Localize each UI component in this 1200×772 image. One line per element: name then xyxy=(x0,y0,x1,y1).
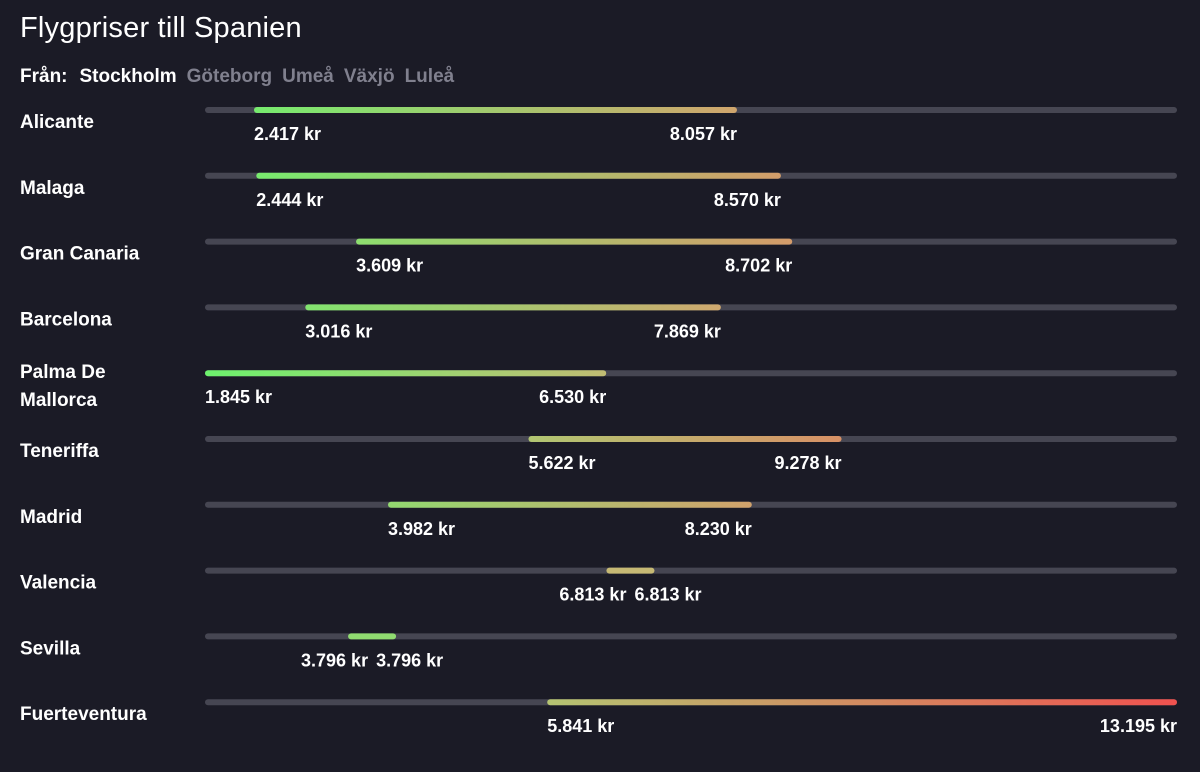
row-1: Malaga 2.444 kr 8.570 kr xyxy=(20,172,1177,210)
row-0: Alicante 2.417 kr 8.057 kr xyxy=(20,107,1177,144)
row-6: Madrid 3.982 kr 8.230 kr xyxy=(20,501,1177,539)
destination-label: Alicante xyxy=(20,112,94,133)
destination-label: Sevilla xyxy=(20,638,81,659)
max-price-label: 8.057 kr xyxy=(670,124,737,144)
destination-label-line: Alicante xyxy=(20,112,94,133)
destination-label: Valencia xyxy=(20,573,96,594)
max-price-label: 8.230 kr xyxy=(685,519,752,539)
origin-selector: Från: Stockholm Göteborg Umeå Växjö Lule… xyxy=(20,66,464,88)
min-price-label: 3.609 kr xyxy=(356,256,423,276)
destination-label-line: Palma De xyxy=(20,362,106,383)
origin-option-stockholm[interactable]: Stockholm xyxy=(79,66,177,87)
max-price-label: 6.813 kr xyxy=(634,585,701,605)
page-title: Flygpriser till Spanien xyxy=(20,12,302,44)
destination-label: Madrid xyxy=(20,507,82,528)
origin-option-umea[interactable]: Umeå xyxy=(282,66,334,87)
destination-label: Barcelona xyxy=(20,309,112,330)
row-2: Gran Canaria 3.609 kr 8.702 kr xyxy=(20,238,1177,276)
min-price-label: 3.796 kr xyxy=(301,650,368,670)
from-label: Från: xyxy=(20,66,68,87)
destination-label-line: Teneriffa xyxy=(20,441,99,462)
max-price-label: 8.570 kr xyxy=(714,190,781,210)
min-price-label: 1.845 kr xyxy=(205,387,272,407)
destination-label-line: Mallorca xyxy=(20,390,98,411)
origin-option-lulea[interactable]: Luleå xyxy=(404,66,455,87)
destination-label-line: Barcelona xyxy=(20,309,112,330)
origin-option-goteborg[interactable]: Göteborg xyxy=(186,66,273,87)
max-price-label: 9.278 kr xyxy=(774,453,841,473)
row-5: Teneriffa 5.622 kr 9.278 kr xyxy=(20,436,1177,473)
max-price-label: 6.530 kr xyxy=(539,387,606,407)
min-price-label: 6.813 kr xyxy=(559,585,626,605)
min-price-label: 5.841 kr xyxy=(547,716,614,736)
destination-label-line: Malaga xyxy=(20,178,85,199)
destination-label: Gran Canaria xyxy=(20,244,140,265)
destination-label: Fuerteventura xyxy=(20,704,147,725)
destination-label-line: Madrid xyxy=(20,507,82,528)
row-7: Valencia 6.813 kr 6.813 kr xyxy=(20,567,1177,605)
destination-label: Teneriffa xyxy=(20,441,99,462)
max-price-label: 13.195 kr xyxy=(1100,716,1177,736)
row-4: Palma De Mallorca 1.845 kr 6.530 kr xyxy=(20,362,1177,411)
min-price-label: 3.016 kr xyxy=(305,321,372,341)
min-price-label: 5.622 kr xyxy=(528,453,595,473)
max-price-label: 8.702 kr xyxy=(725,256,792,276)
origin-option-vaxjo[interactable]: Växjö xyxy=(343,66,395,87)
min-price-label: 2.444 kr xyxy=(256,190,323,210)
destination-label: Palma De Mallorca xyxy=(20,362,106,411)
row-8: Sevilla 3.796 kr 3.796 kr xyxy=(20,633,1177,670)
destination-label-line: Sevilla xyxy=(20,638,81,659)
row-9: Fuerteventura 5.841 kr 13.195 kr xyxy=(20,699,1177,736)
row-3: Barcelona 3.016 kr 7.869 kr xyxy=(20,304,1177,341)
min-price-label: 2.417 kr xyxy=(254,124,321,144)
min-price-label: 3.982 kr xyxy=(388,519,455,539)
destination-label-line: Gran Canaria xyxy=(20,244,140,265)
max-price-label: 7.869 kr xyxy=(654,321,721,341)
destination-label-line: Valencia xyxy=(20,573,96,594)
max-price-label: 3.796 kr xyxy=(376,650,443,670)
destination-label-line: Fuerteventura xyxy=(20,704,147,725)
destination-label: Malaga xyxy=(20,178,85,199)
